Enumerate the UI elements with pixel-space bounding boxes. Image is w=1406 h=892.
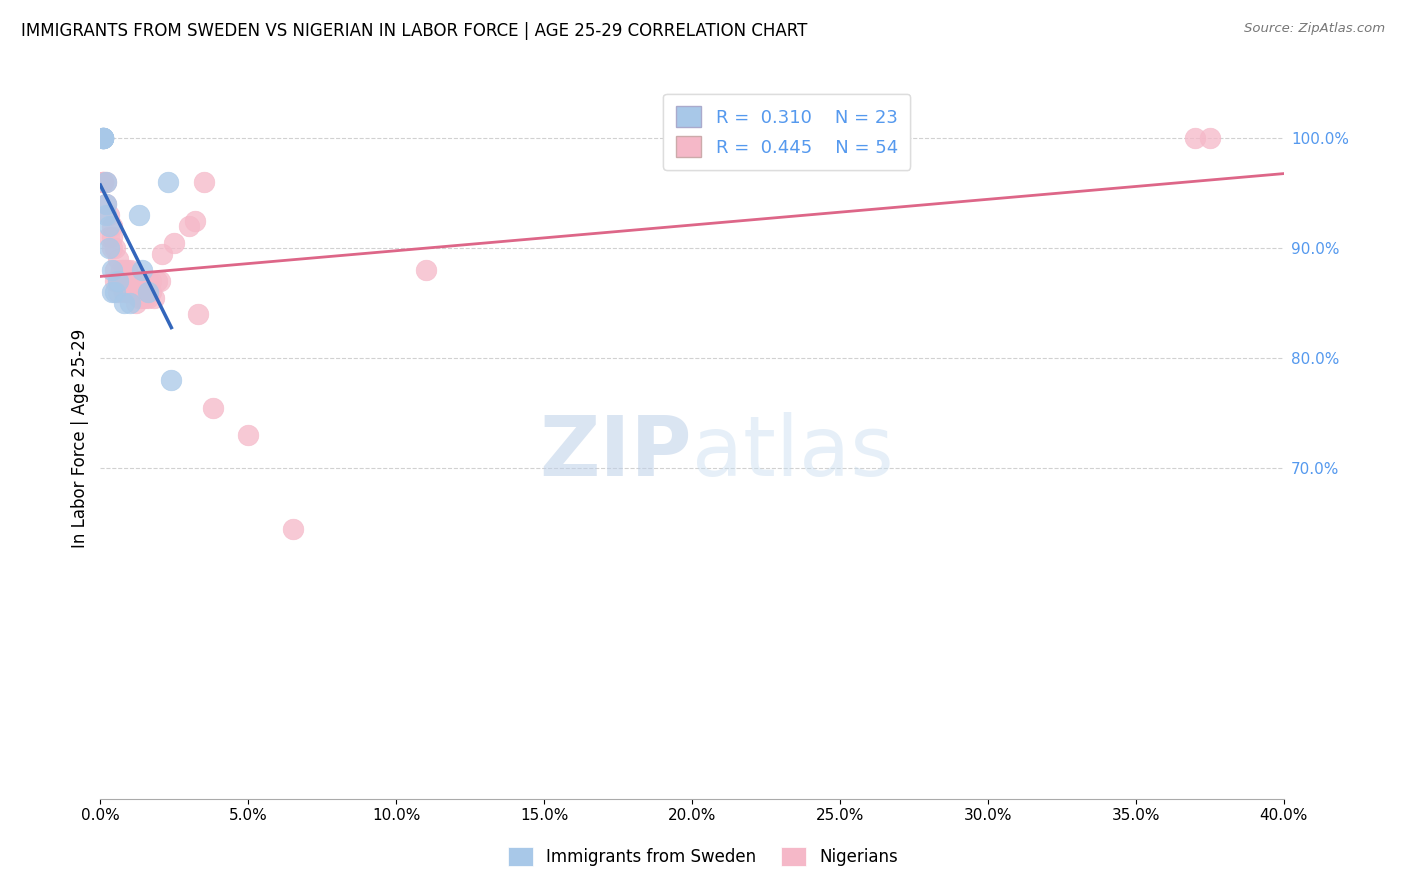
Point	[110, 274, 132, 288]
Point	[91, 175, 114, 189]
Text: Source: ZipAtlas.com: Source: ZipAtlas.com	[1244, 22, 1385, 36]
Point	[91, 131, 114, 145]
Point	[136, 274, 159, 288]
Point	[101, 285, 124, 300]
Point	[98, 219, 121, 233]
Point	[107, 285, 129, 300]
Point	[104, 285, 127, 300]
Point	[139, 274, 162, 288]
Point	[187, 307, 209, 321]
Point	[115, 263, 138, 277]
Point	[104, 263, 127, 277]
Point	[152, 246, 174, 260]
Point	[96, 175, 118, 189]
Point	[128, 208, 150, 222]
Point	[101, 230, 124, 244]
Point	[91, 131, 114, 145]
Text: atlas: atlas	[692, 412, 894, 493]
Point	[112, 263, 135, 277]
Point	[96, 175, 118, 189]
Point	[136, 285, 159, 300]
Point	[163, 235, 186, 250]
Legend: R =  0.310    N = 23, R =  0.445    N = 54: R = 0.310 N = 23, R = 0.445 N = 54	[664, 94, 911, 169]
Point	[101, 241, 124, 255]
Point	[1199, 131, 1222, 145]
Point	[91, 131, 114, 145]
Point	[131, 274, 153, 288]
Point	[201, 401, 224, 415]
Point	[101, 219, 124, 233]
Point	[110, 263, 132, 277]
Legend: Immigrants from Sweden, Nigerians: Immigrants from Sweden, Nigerians	[501, 840, 905, 873]
Point	[134, 291, 156, 305]
Point	[179, 219, 201, 233]
Point	[91, 131, 114, 145]
Text: IMMIGRANTS FROM SWEDEN VS NIGERIAN IN LABOR FORCE | AGE 25-29 CORRELATION CHART: IMMIGRANTS FROM SWEDEN VS NIGERIAN IN LA…	[21, 22, 807, 40]
Point	[142, 291, 165, 305]
Point	[125, 296, 148, 310]
Point	[125, 285, 148, 300]
Point	[115, 285, 138, 300]
Point	[98, 241, 121, 255]
Point	[118, 279, 141, 293]
Point	[125, 274, 148, 288]
Point	[281, 522, 304, 536]
Point	[91, 175, 114, 189]
Point	[96, 197, 118, 211]
Point	[91, 131, 114, 145]
Point	[128, 291, 150, 305]
Point	[91, 175, 114, 189]
Point	[112, 285, 135, 300]
Point	[238, 428, 260, 442]
Point	[193, 175, 215, 189]
Point	[118, 263, 141, 277]
Point	[112, 296, 135, 310]
Point	[98, 230, 121, 244]
Point	[134, 274, 156, 288]
Y-axis label: In Labor Force | Age 25-29: In Labor Force | Age 25-29	[72, 328, 89, 548]
Point	[415, 263, 437, 277]
Point	[131, 263, 153, 277]
Point	[107, 274, 129, 288]
Point	[107, 252, 129, 267]
Point	[136, 291, 159, 305]
Point	[96, 197, 118, 211]
Point	[122, 285, 145, 300]
Point	[96, 208, 118, 222]
Point	[160, 373, 183, 387]
Point	[91, 131, 114, 145]
Point	[101, 263, 124, 277]
Point	[104, 274, 127, 288]
Point	[91, 131, 114, 145]
Point	[1184, 131, 1206, 145]
Point	[104, 241, 127, 255]
Point	[98, 208, 121, 222]
Point	[131, 291, 153, 305]
Point	[128, 279, 150, 293]
Point	[184, 213, 207, 227]
Point	[145, 274, 167, 288]
Text: ZIP: ZIP	[540, 412, 692, 493]
Point	[118, 296, 141, 310]
Point	[157, 175, 180, 189]
Point	[107, 274, 129, 288]
Point	[122, 274, 145, 288]
Point	[139, 285, 162, 300]
Point	[148, 274, 170, 288]
